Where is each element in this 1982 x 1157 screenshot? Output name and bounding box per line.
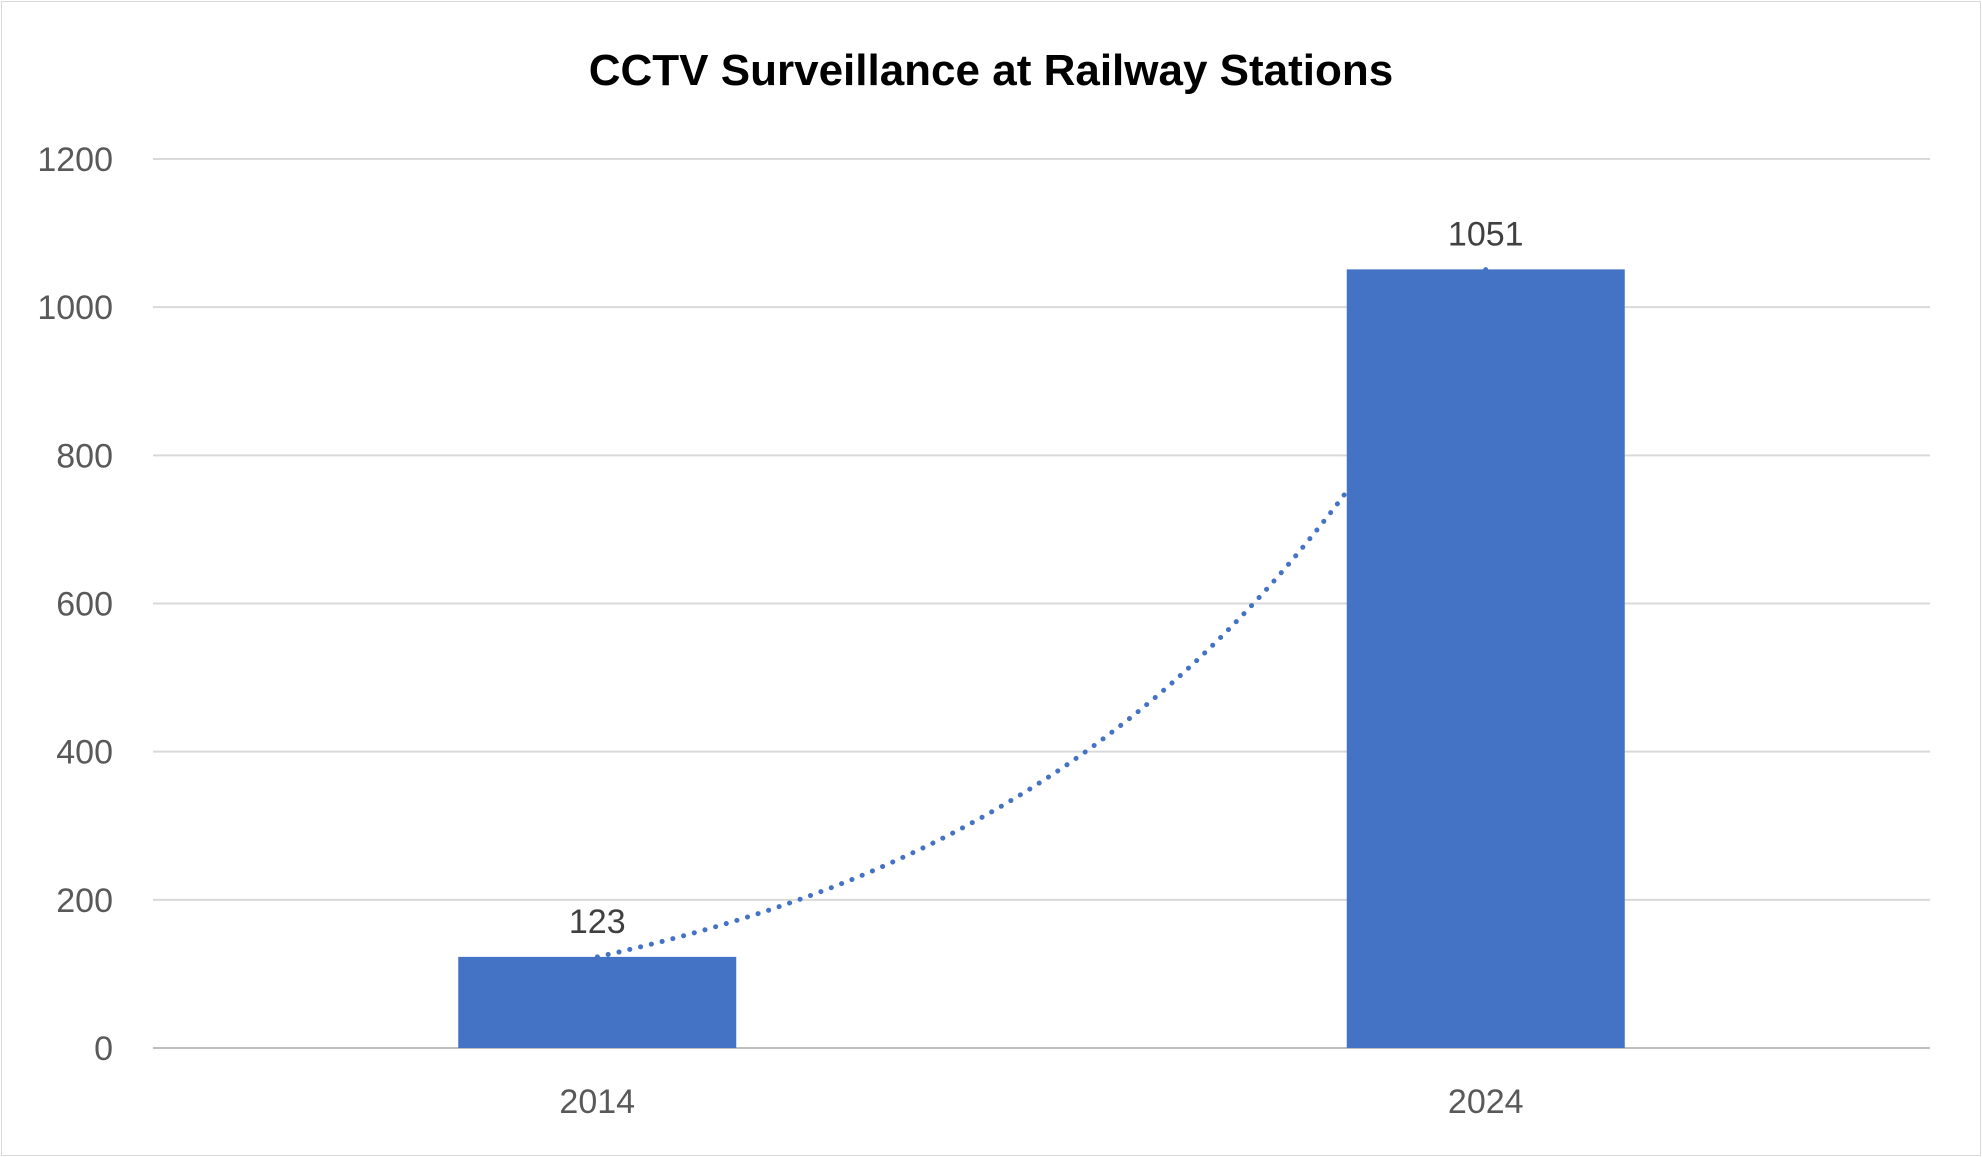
- chart-title: CCTV Surveillance at Railway Stations: [589, 46, 1393, 95]
- y-tick-label: 400: [56, 734, 113, 772]
- y-tick-label: 1200: [37, 141, 113, 179]
- data-label: 1051: [1448, 215, 1524, 253]
- x-axis-ticks: 2014 2024: [559, 1083, 1523, 1121]
- trendline-path: [594, 266, 1489, 960]
- y-tick-label: 1000: [37, 289, 113, 327]
- data-label: 123: [569, 903, 626, 941]
- grid-lines: [153, 158, 1930, 1049]
- data-labels: 123 1051: [569, 215, 1524, 940]
- y-tick-label: 0: [94, 1030, 113, 1068]
- y-tick-label: 800: [56, 437, 113, 475]
- bar: [1346, 269, 1625, 1048]
- x-tick-label: 2024: [1448, 1083, 1524, 1121]
- y-tick-label: 200: [56, 882, 113, 920]
- bars: [458, 269, 1625, 1048]
- bar: [458, 956, 737, 1048]
- y-tick-label: 600: [56, 586, 113, 624]
- trendline: [594, 266, 1489, 960]
- y-axis-ticks: 0 200 400 600 800 1000 1200: [37, 141, 113, 1068]
- x-tick-label: 2014: [559, 1083, 635, 1121]
